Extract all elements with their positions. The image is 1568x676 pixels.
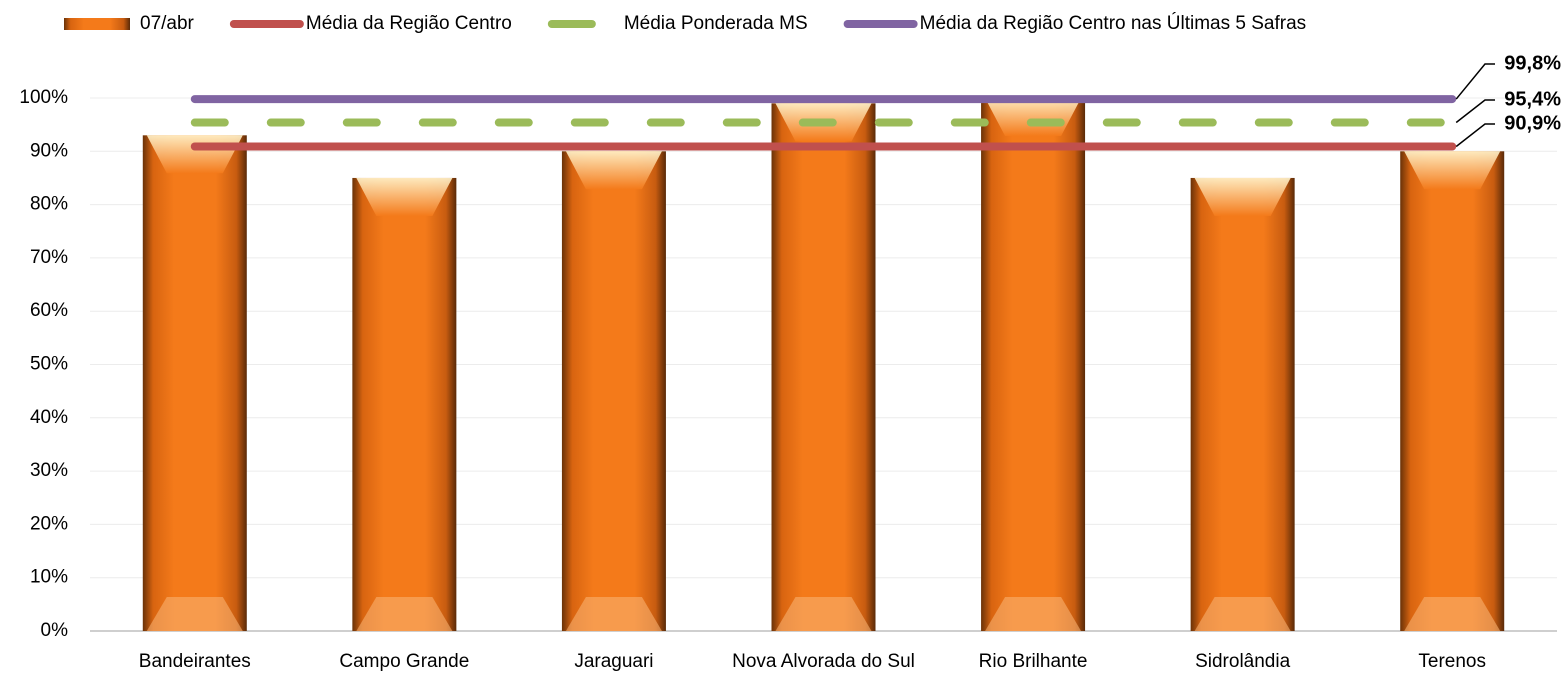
y-tick-label: 30% <box>30 460 68 481</box>
bar <box>142 135 247 631</box>
bar-group <box>981 98 1086 631</box>
y-tick-label: 80% <box>30 194 68 215</box>
bar-group <box>1190 177 1295 631</box>
value-label: 90,9% <box>1504 112 1561 134</box>
y-tick-label: 50% <box>30 354 68 375</box>
x-tick-label: Campo Grande <box>339 651 469 672</box>
x-tick-label: Terenos <box>1418 651 1486 672</box>
bar-group <box>142 135 247 631</box>
bar-bevel <box>356 597 453 631</box>
bar-bevel <box>775 597 872 631</box>
bar-bevel <box>1404 151 1501 190</box>
bar-bevel <box>985 597 1082 631</box>
y-tick-label: 60% <box>30 300 68 321</box>
bar <box>352 177 457 631</box>
bar-bevel <box>1194 177 1291 216</box>
bar-group <box>352 177 457 631</box>
bar <box>561 151 666 632</box>
bar <box>1400 151 1505 632</box>
bar-bevel <box>146 597 243 631</box>
bar-bevel <box>1194 597 1291 631</box>
y-tick-label: 0% <box>41 620 69 641</box>
legend-label: Média da Região Centro nas Últimas 5 Saf… <box>920 12 1307 34</box>
legend-label: 07/abr <box>140 13 195 34</box>
y-tick-label: 20% <box>30 513 68 534</box>
value-label: 95,4% <box>1504 88 1561 110</box>
bar-group <box>771 103 876 631</box>
legend-label: Média Ponderada MS <box>624 13 808 34</box>
x-tick-label: Bandeirantes <box>139 651 251 672</box>
x-tick-label: Jaraguari <box>574 651 653 672</box>
bar <box>1190 177 1295 631</box>
y-tick-label: 90% <box>30 140 68 161</box>
bar-group <box>1400 151 1505 632</box>
value-label: 99,8% <box>1504 52 1561 74</box>
y-tick-label: 100% <box>19 87 68 108</box>
y-tick-label: 70% <box>30 247 68 268</box>
leader-line <box>1455 63 1495 100</box>
leader-line <box>1455 123 1495 148</box>
x-tick-label: Rio Brilhante <box>979 651 1088 672</box>
bar-bevel <box>1404 597 1501 631</box>
x-tick-label: Sidrolândia <box>1195 651 1290 672</box>
legend-label: Média da Região Centro <box>306 13 512 34</box>
bar-bevel <box>356 177 453 216</box>
bar <box>981 98 1086 631</box>
y-tick-label: 40% <box>30 407 68 428</box>
y-tick-label: 10% <box>30 567 68 588</box>
bar-bevel <box>565 597 662 631</box>
x-tick-label: Nova Alvorada do Sul <box>732 651 915 672</box>
bar <box>771 103 876 631</box>
bar-group <box>561 151 666 632</box>
legend-swatch <box>64 18 130 30</box>
leader-line <box>1455 99 1495 124</box>
bar-bevel <box>565 151 662 190</box>
